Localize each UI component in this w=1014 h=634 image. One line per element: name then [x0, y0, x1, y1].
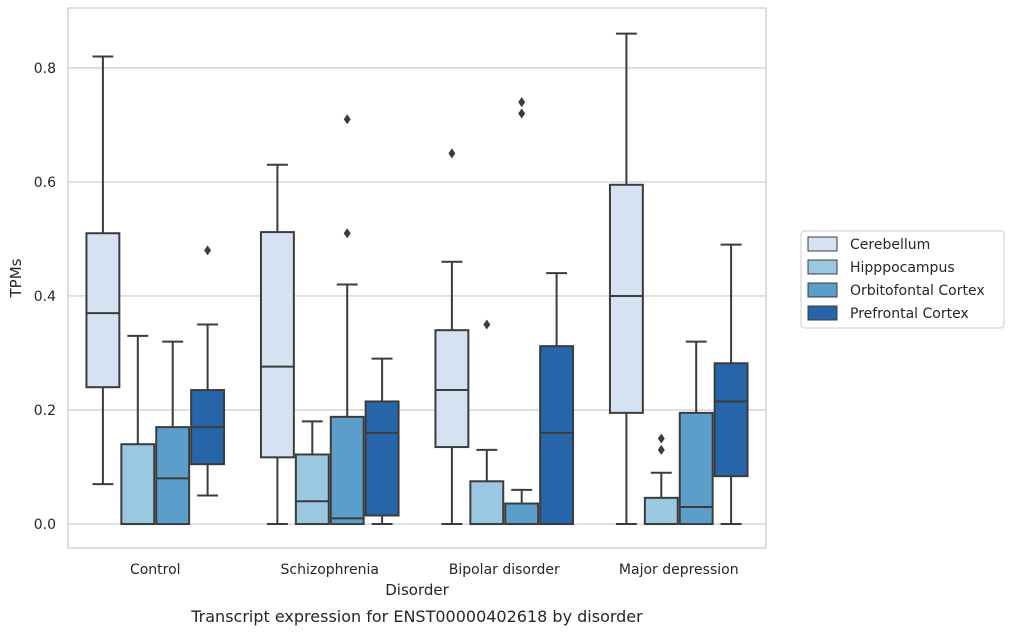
y-axis-ticks: 0.0 0.2 0.4 0.6 0.8 — [34, 61, 56, 533]
box-iqr — [85, 232, 121, 389]
outlier-point — [448, 148, 456, 159]
outlier-point — [483, 319, 491, 330]
x-tick-label: Major depression — [619, 562, 739, 578]
y-tick-label: 0.8 — [34, 61, 56, 77]
box-cerebellum-2 — [434, 148, 470, 526]
box-iqr — [608, 183, 644, 414]
box-cerebellum-1 — [259, 163, 295, 526]
x-tick-label: Schizophrenia — [281, 562, 379, 578]
box-iqr — [678, 411, 714, 526]
box-iqr — [155, 426, 191, 526]
outlier-point — [657, 433, 665, 444]
box-prefrontal-cortex-2 — [539, 272, 575, 526]
outlier-point — [518, 97, 526, 108]
box-orbitofontal-cortex-2 — [504, 97, 540, 526]
box-plots — [85, 32, 749, 526]
legend-swatch — [807, 282, 838, 298]
box-iqr — [469, 480, 505, 526]
legend-label: Prefrontal Cortex — [850, 306, 969, 322]
box-hipppocampus-3 — [643, 433, 679, 526]
box-iqr — [364, 400, 400, 517]
box-hipppocampus-1 — [294, 420, 330, 526]
chart-caption: Transcript expression for ENST0000040261… — [190, 607, 643, 626]
box-cerebellum-0 — [85, 55, 121, 486]
box-iqr — [643, 496, 679, 526]
box-orbitofontal-cortex-1 — [329, 114, 365, 526]
legend: Cerebellum Hipppocampus Orbitofontal Corte… — [800, 230, 1005, 329]
box-orbitofontal-cortex-3 — [678, 340, 714, 526]
x-axis-label: Disorder — [385, 581, 449, 599]
y-tick-label: 0.6 — [34, 175, 56, 191]
box-iqr — [259, 231, 295, 459]
legend-label: Orbitofontal Cortex — [850, 283, 985, 299]
box-iqr — [120, 443, 156, 526]
y-tick-label: 0.2 — [34, 403, 56, 419]
legend-frame — [800, 230, 1005, 329]
legend-swatch — [807, 305, 838, 321]
box-cerebellum-3 — [608, 32, 644, 526]
outlier-point — [343, 228, 351, 239]
legend-label: Hipppocampus — [850, 260, 955, 276]
plot-frame — [67, 7, 767, 549]
box-iqr — [504, 502, 540, 526]
outlier-point — [657, 444, 665, 455]
box-iqr — [539, 345, 575, 526]
outlier-point — [343, 114, 351, 125]
y-tick-label: 0.4 — [34, 289, 56, 305]
x-tick-label: Bipolar disorder — [449, 562, 560, 578]
box-prefrontal-cortex-0 — [190, 245, 226, 497]
box-hipppocampus-2 — [469, 319, 505, 526]
box-prefrontal-cortex-1 — [364, 357, 400, 526]
outlier-point — [518, 108, 526, 119]
box-orbitofontal-cortex-0 — [155, 340, 191, 526]
outlier-point — [204, 245, 212, 256]
box-prefrontal-cortex-3 — [713, 243, 749, 526]
box-iqr — [434, 329, 470, 449]
box-hipppocampus-0 — [120, 334, 156, 526]
x-axis-ticks: Control Schizophrenia Bipolar disorder Majo… — [130, 562, 739, 578]
y-axis-label: TPMs — [7, 258, 25, 298]
box-iqr — [294, 453, 330, 526]
legend-label: Cerebellum — [850, 237, 930, 253]
legend-swatch — [807, 259, 838, 275]
legend-swatch — [807, 236, 838, 252]
box-iqr — [329, 415, 365, 526]
x-tick-label: Control — [130, 562, 181, 578]
box-iqr — [713, 362, 749, 478]
y-tick-label: 0.0 — [34, 517, 56, 533]
